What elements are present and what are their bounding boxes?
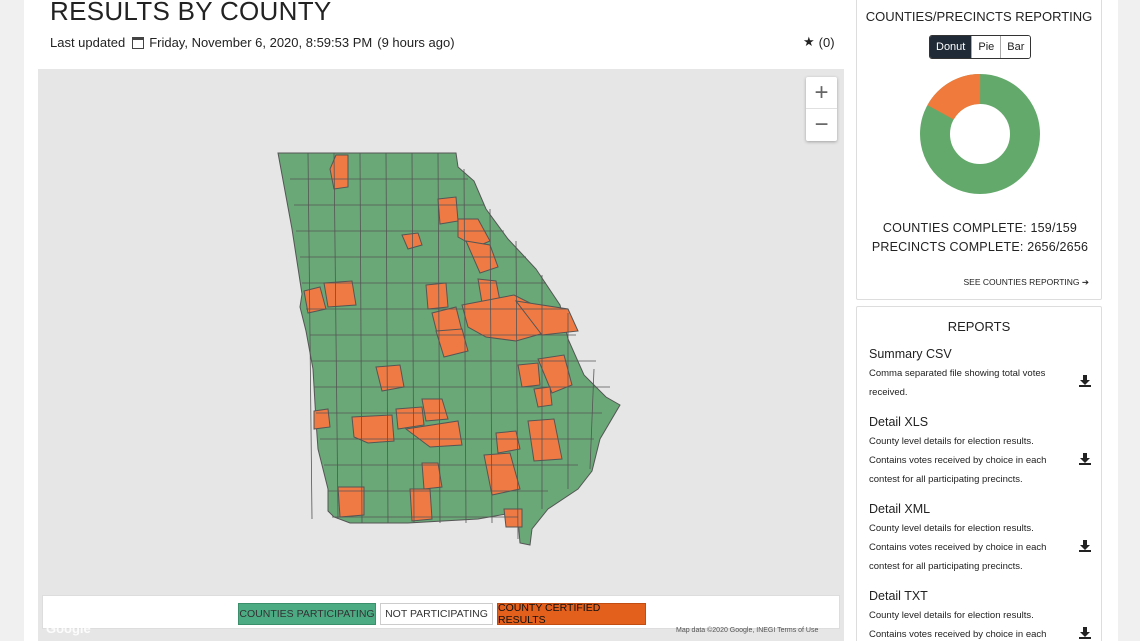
county-certified[interactable] bbox=[537, 354, 573, 394]
county-certified[interactable] bbox=[313, 408, 331, 430]
county-certified[interactable] bbox=[533, 386, 553, 408]
county-certified[interactable] bbox=[495, 430, 521, 454]
favorites-button[interactable]: ★ (0) bbox=[803, 34, 835, 50]
legend-participating[interactable]: COUNTIES PARTICIPATING bbox=[238, 603, 376, 625]
report-name: Detail XLS bbox=[869, 415, 929, 429]
page-title: RESULTS BY COUNTY bbox=[50, 0, 332, 26]
precincts-complete: PRECINCTS COMPLETE: 2656/2656 bbox=[871, 240, 1089, 254]
county-certified[interactable] bbox=[421, 462, 443, 490]
results-page: RESULTS BY COUNTY Last updated Friday, N… bbox=[24, 0, 1118, 641]
download-icon[interactable] bbox=[1079, 375, 1091, 387]
zoom-out-button[interactable]: − bbox=[814, 111, 829, 138]
county-certified[interactable] bbox=[409, 488, 433, 522]
legend-certified[interactable]: COUNTY CERTIFIED RESULTS bbox=[497, 602, 646, 626]
report-name: Summary CSV bbox=[869, 347, 952, 361]
see-counties-reporting-link[interactable]: SEE COUNTIES REPORTING ➔ bbox=[963, 277, 1089, 287]
download-icon[interactable] bbox=[1079, 540, 1091, 552]
reporting-donut-chart bbox=[920, 74, 1040, 194]
report-description: County level details for election result… bbox=[869, 436, 1047, 485]
county-grid-lines bbox=[307, 152, 595, 540]
map-attribution[interactable]: Map data ©2020 Google, INEGI Terms of Us… bbox=[676, 627, 819, 634]
county-certified[interactable] bbox=[425, 282, 449, 310]
county-certified[interactable] bbox=[351, 414, 395, 444]
zoom-controls: + − bbox=[806, 77, 837, 141]
chart-pie-button[interactable]: Pie bbox=[972, 36, 1002, 58]
counties-complete: COUNTIES COMPLETE: 159/159 bbox=[882, 221, 1078, 235]
last-updated-ago: (9 hours ago) bbox=[377, 35, 455, 50]
county-borders bbox=[290, 152, 610, 540]
county-certified[interactable] bbox=[517, 362, 541, 388]
georgia-map-svg[interactable] bbox=[38, 69, 844, 641]
download-icon[interactable] bbox=[1079, 453, 1091, 465]
reporting-title: COUNTIES/PRECINCTS REPORTING bbox=[865, 9, 1093, 24]
reports-title: REPORTS bbox=[947, 319, 1011, 334]
favorites-count: (0) bbox=[818, 34, 835, 50]
zoom-in-button[interactable]: + bbox=[806, 77, 837, 109]
last-updated-value: Friday, November 6, 2020, 8:59:53 PM bbox=[149, 35, 373, 50]
county-certified[interactable] bbox=[395, 406, 425, 430]
county-grid-lines bbox=[290, 178, 610, 518]
star-icon: ★ bbox=[803, 34, 815, 49]
report-name: Detail TXT bbox=[869, 589, 928, 603]
report-description: County level details for election result… bbox=[869, 610, 1047, 640]
report-item: Detail TXT County level details for elec… bbox=[869, 589, 1099, 641]
county-certified[interactable] bbox=[527, 418, 563, 462]
county-certified[interactable] bbox=[404, 420, 463, 448]
report-description: Comma separated file showing total votes… bbox=[869, 368, 1046, 398]
county-certified[interactable] bbox=[437, 196, 459, 225]
county-certified[interactable] bbox=[337, 486, 365, 518]
county-certified[interactable] bbox=[435, 328, 469, 358]
report-item: Detail XLS County level details for elec… bbox=[869, 415, 1099, 489]
report-name: Detail XML bbox=[869, 502, 931, 516]
google-logo: Google bbox=[46, 621, 91, 636]
legend-not-participating[interactable]: NOT PARTICIPATING bbox=[380, 603, 493, 625]
report-item: Summary CSV Comma separated file showing… bbox=[869, 347, 1099, 402]
last-updated: Last updated Friday, November 6, 2020, 8… bbox=[50, 35, 455, 50]
county-certified[interactable] bbox=[514, 300, 579, 336]
report-item: Detail XML County level details for elec… bbox=[869, 502, 1099, 576]
county-certified[interactable] bbox=[323, 280, 357, 308]
last-updated-label: Last updated bbox=[50, 35, 126, 50]
county-certified[interactable] bbox=[503, 508, 523, 528]
download-icon[interactable] bbox=[1079, 627, 1091, 639]
reports-card: REPORTS Summary CSV Comma separated file… bbox=[856, 306, 1102, 641]
reporting-card: COUNTIES/PRECINCTS REPORTING Donut Pie B… bbox=[856, 0, 1102, 300]
donut-slice-certified bbox=[920, 74, 1040, 194]
chart-bar-button[interactable]: Bar bbox=[1001, 36, 1031, 58]
chart-type-toggle: Donut Pie Bar bbox=[929, 35, 1032, 59]
county-certified[interactable] bbox=[421, 398, 449, 422]
calendar-icon bbox=[132, 36, 145, 49]
report-description: County level details for election result… bbox=[869, 523, 1047, 572]
map-legend: COUNTIES PARTICIPATING NOT PARTICIPATING… bbox=[42, 595, 840, 629]
chart-donut-button[interactable]: Donut bbox=[930, 36, 973, 58]
county-certified[interactable] bbox=[483, 452, 521, 496]
county-map[interactable]: + − COUNTIES PARTICIPATING NOT PARTICIPA… bbox=[38, 69, 844, 641]
